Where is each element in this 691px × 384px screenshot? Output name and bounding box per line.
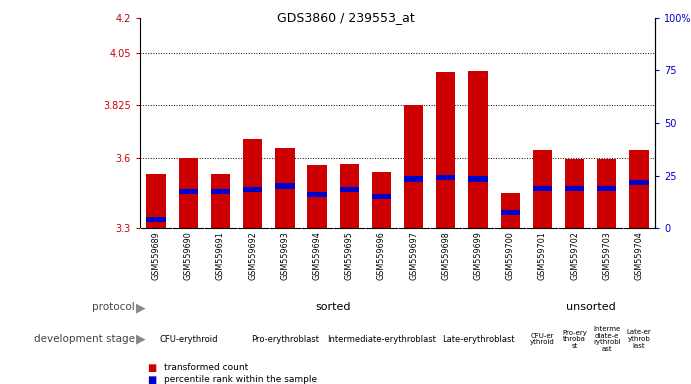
Bar (630, 180, 649, 185)
Bar (179, 158, 198, 228)
Bar (436, 175, 455, 180)
Bar (372, 172, 391, 228)
Bar (372, 194, 391, 199)
Text: ■: ■ (147, 375, 156, 384)
Text: GSM559702: GSM559702 (570, 231, 579, 280)
Text: percentile rank within the sample: percentile rank within the sample (164, 376, 317, 384)
Text: GDS3860 / 239553_at: GDS3860 / 239553_at (276, 12, 415, 25)
Bar (179, 189, 198, 194)
Text: sorted: sorted (315, 303, 351, 313)
Text: ▶: ▶ (136, 333, 146, 346)
Bar (500, 210, 520, 215)
Text: CFU-er
ythroid: CFU-er ythroid (530, 333, 555, 345)
Bar (468, 176, 488, 182)
Bar (275, 184, 294, 189)
Text: GSM559699: GSM559699 (473, 231, 482, 280)
Text: GSM559698: GSM559698 (442, 231, 451, 280)
Text: GSM559690: GSM559690 (184, 231, 193, 280)
Text: ▶: ▶ (136, 301, 146, 314)
Bar (500, 193, 520, 228)
Bar (404, 176, 424, 182)
Text: unsorted: unsorted (566, 303, 616, 313)
Bar (468, 71, 488, 228)
Bar (565, 159, 584, 228)
Bar (436, 72, 455, 228)
Text: GSM559694: GSM559694 (312, 231, 321, 280)
Bar (243, 139, 263, 228)
Bar (275, 147, 294, 228)
Bar (307, 192, 327, 197)
Text: GSM559704: GSM559704 (634, 231, 643, 280)
Text: GSM559693: GSM559693 (281, 231, 290, 280)
Text: GSM559700: GSM559700 (506, 231, 515, 280)
Text: transformed count: transformed count (164, 364, 249, 372)
Text: Pro-erythroblast: Pro-erythroblast (251, 334, 319, 344)
Text: GSM559691: GSM559691 (216, 231, 225, 280)
Bar (597, 186, 616, 191)
Text: GSM559692: GSM559692 (248, 231, 257, 280)
Text: Interme
diate-e
rythrobl
ast: Interme diate-e rythrobl ast (593, 326, 621, 352)
Bar (146, 217, 166, 222)
Bar (404, 106, 424, 228)
Text: ■: ■ (147, 363, 156, 373)
Text: protocol: protocol (92, 303, 135, 313)
Text: Late-er
ythrob
last: Late-er ythrob last (627, 329, 652, 349)
Bar (339, 187, 359, 192)
Bar (211, 189, 230, 194)
Text: Pro-ery
throba
st: Pro-ery throba st (562, 329, 587, 349)
Bar (146, 174, 166, 228)
Text: development stage: development stage (34, 334, 135, 344)
Text: CFU-erythroid: CFU-erythroid (159, 334, 218, 344)
Text: GSM559695: GSM559695 (345, 231, 354, 280)
Bar (630, 150, 649, 228)
Text: GSM559697: GSM559697 (409, 231, 418, 280)
Text: Late-erythroblast: Late-erythroblast (442, 334, 514, 344)
Bar (211, 174, 230, 228)
Text: GSM559701: GSM559701 (538, 231, 547, 280)
Text: GSM559689: GSM559689 (151, 231, 160, 280)
Text: GSM559696: GSM559696 (377, 231, 386, 280)
Text: Intermediate-erythroblast: Intermediate-erythroblast (327, 334, 436, 344)
Bar (533, 186, 552, 191)
Bar (533, 150, 552, 228)
Bar (565, 186, 584, 191)
Bar (243, 187, 263, 192)
Text: GSM559703: GSM559703 (603, 231, 612, 280)
Bar (339, 164, 359, 228)
Bar (597, 159, 616, 228)
Bar (307, 165, 327, 228)
